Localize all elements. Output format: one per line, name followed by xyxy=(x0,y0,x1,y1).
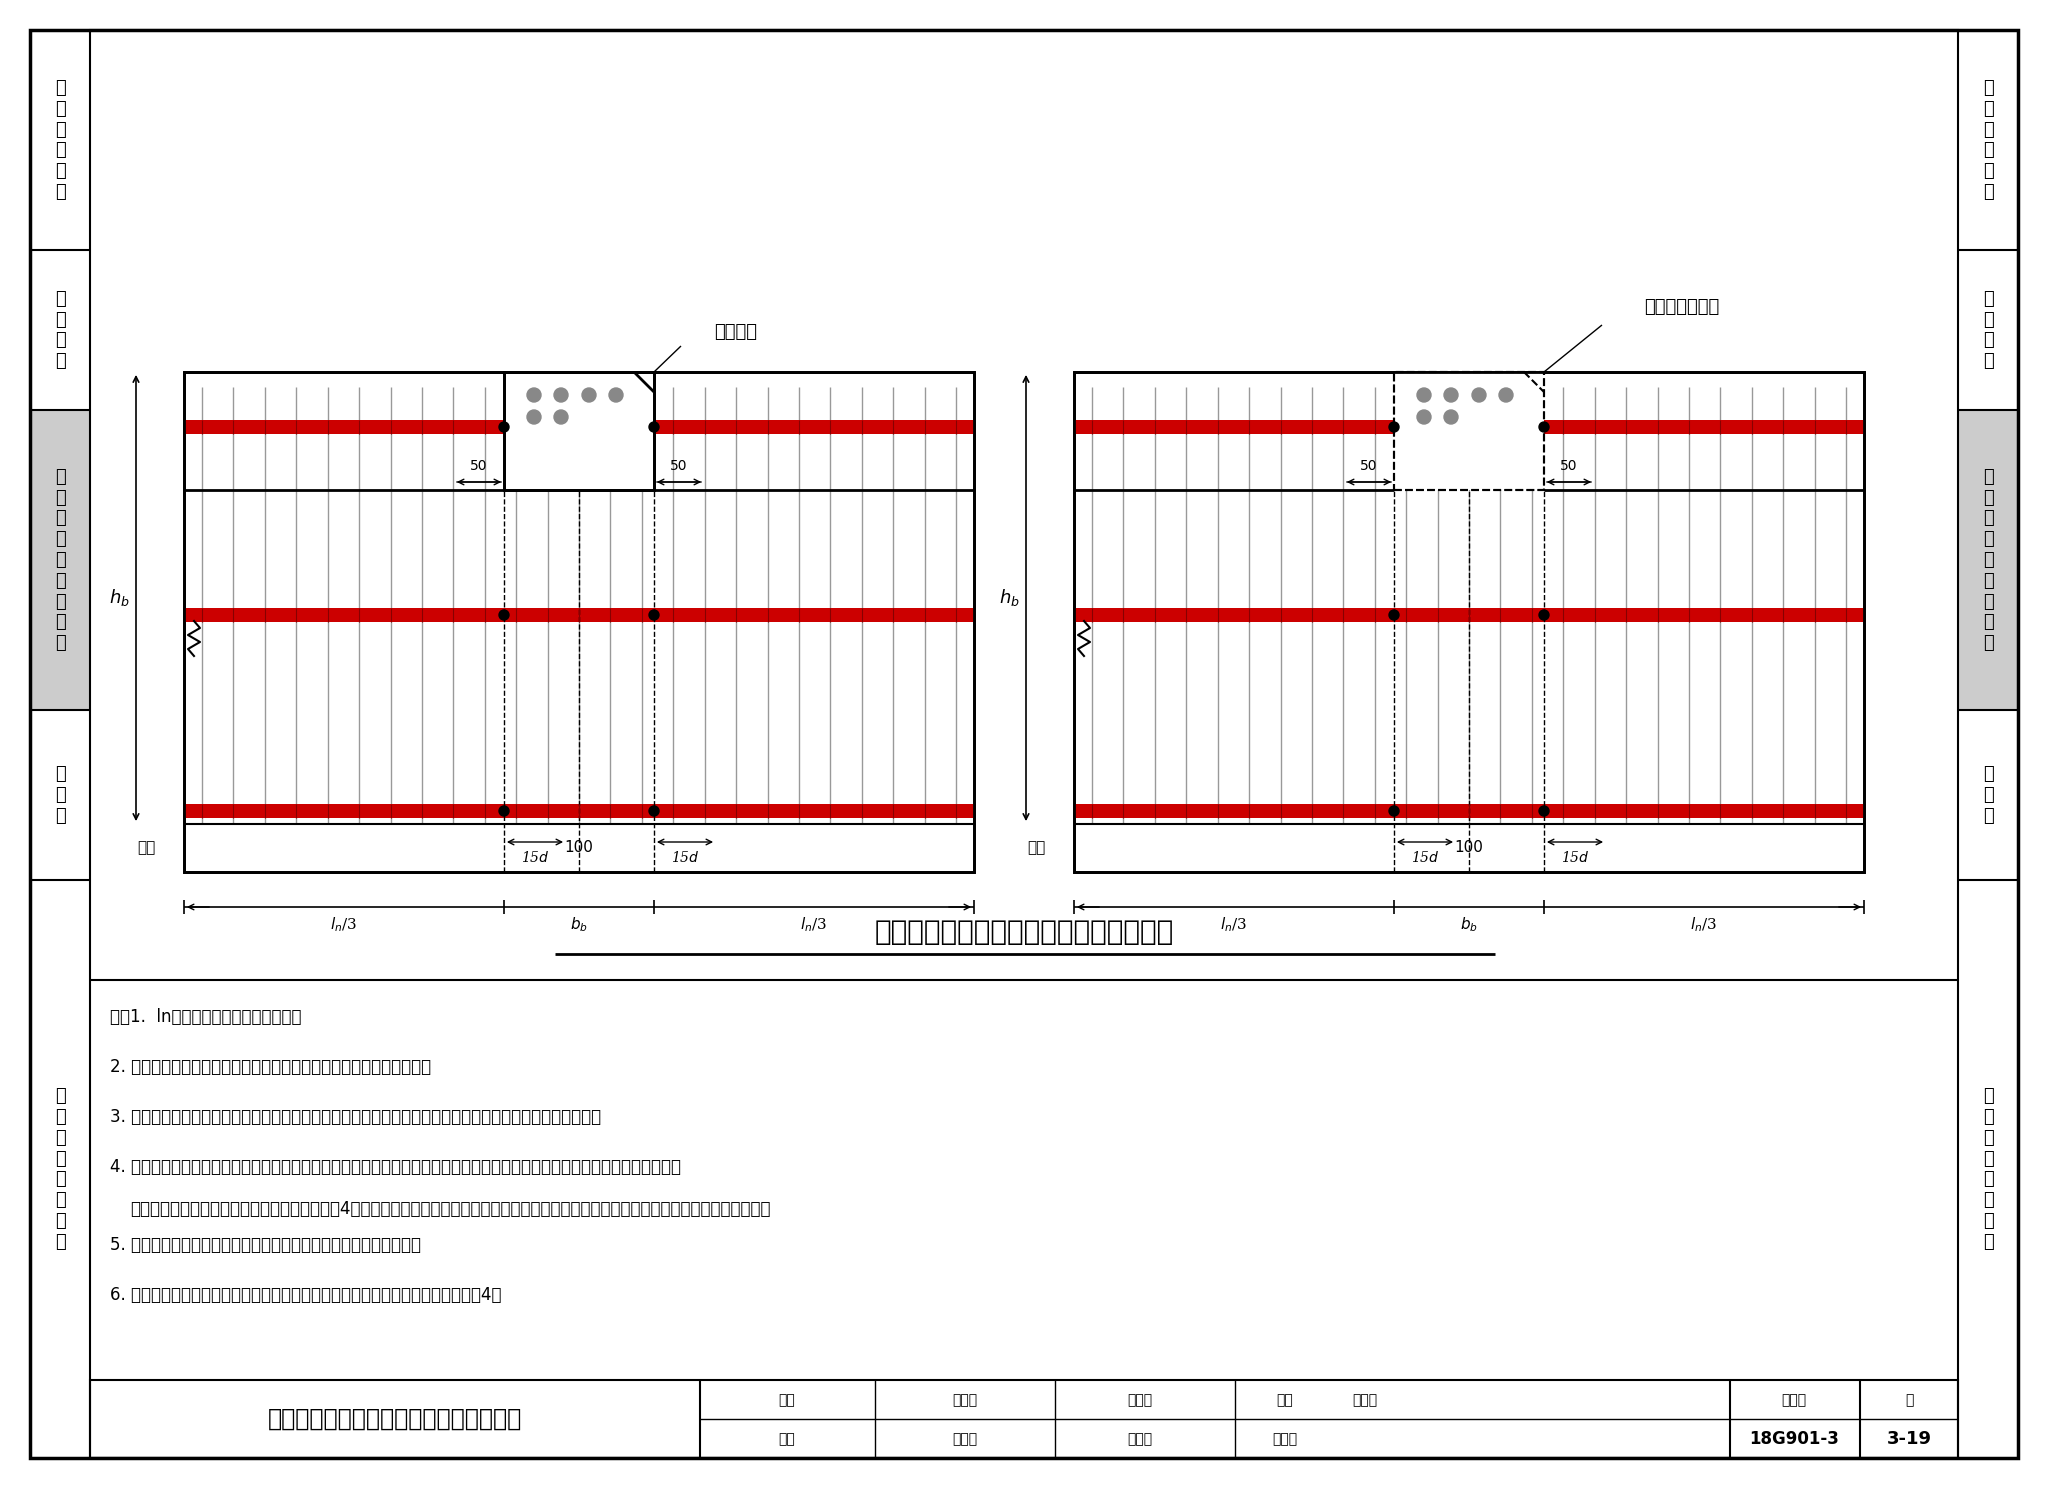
Circle shape xyxy=(500,423,510,432)
Text: 王仁之: 王仁之 xyxy=(1272,1431,1298,1446)
Text: $l_n$/3: $l_n$/3 xyxy=(1221,915,1247,934)
Text: 4. 支座两侧的钢筋应协调配置，当两侧配筋直径相同而根数不同时，应将配筋小的一侧的钢筋全部穿过支座，配筋大的一侧多余: 4. 支座两侧的钢筋应协调配置，当两侧配筋直径相同而根数不同时，应将配筋小的一侧… xyxy=(111,1158,682,1176)
Bar xyxy=(1958,411,2017,710)
Text: 15$d$: 15$d$ xyxy=(1411,850,1440,865)
Circle shape xyxy=(1389,423,1399,432)
Bar xyxy=(184,609,975,622)
Text: 叶名川: 叶名川 xyxy=(1128,1393,1153,1408)
Text: 与
基
础
有
关
的
构
造: 与 基 础 有 关 的 构 造 xyxy=(55,1088,66,1251)
Bar xyxy=(1073,372,1864,872)
Text: 18G901-3: 18G901-3 xyxy=(1749,1430,1839,1448)
Bar xyxy=(1395,372,1544,490)
Bar xyxy=(504,372,653,490)
Text: 一
般
构
造
要
求: 一 般 构 造 要 求 xyxy=(55,79,66,201)
Text: 15$d$: 15$d$ xyxy=(520,850,549,865)
Bar xyxy=(184,804,975,818)
Text: $b_b$: $b_b$ xyxy=(569,915,588,934)
Text: 50: 50 xyxy=(670,458,688,473)
Circle shape xyxy=(1417,411,1432,424)
Text: 垫层: 垫层 xyxy=(1026,841,1044,856)
Circle shape xyxy=(555,388,567,402)
Circle shape xyxy=(1538,806,1548,815)
Text: 图集号: 图集号 xyxy=(1782,1393,1806,1408)
Bar xyxy=(184,420,975,434)
Text: 与
基
础
有
关
的
构
造: 与 基 础 有 关 的 构 造 xyxy=(1982,1088,1993,1251)
Text: 15$d$: 15$d$ xyxy=(672,850,698,865)
Circle shape xyxy=(526,411,541,424)
Text: 桩
基
础: 桩 基 础 xyxy=(55,765,66,824)
Circle shape xyxy=(649,806,659,815)
Circle shape xyxy=(1417,388,1432,402)
Circle shape xyxy=(582,388,596,402)
Text: 的钢筋至少伸至基础主梁对边内侧，锚固长度为4。当基础主梁内长度不能满足时，则将多余钢筋伸至基础主梁对侧梁内，以满足锚固长度要求。: 的钢筋至少伸至基础主梁对边内侧，锚固长度为4。当基础主梁内长度不能满足时，则将多… xyxy=(129,1199,770,1219)
Circle shape xyxy=(1444,411,1458,424)
Circle shape xyxy=(649,423,659,432)
Text: 方导宁: 方导宁 xyxy=(1128,1431,1153,1446)
Text: 赵宇宁: 赵宇宁 xyxy=(952,1431,977,1446)
Text: 页: 页 xyxy=(1905,1393,1913,1408)
Circle shape xyxy=(500,806,510,815)
Circle shape xyxy=(1389,610,1399,620)
Text: 一
般
构
造
要
求: 一 般 构 造 要 求 xyxy=(1982,79,1993,201)
Text: 100: 100 xyxy=(1454,841,1483,856)
Text: 虚线为基础主梁: 虚线为基础主梁 xyxy=(1645,298,1718,315)
Circle shape xyxy=(555,411,567,424)
Text: 条
形
基
础
与
筏
形
基
础: 条 形 基 础 与 筏 形 基 础 xyxy=(1982,467,1993,652)
Text: 15$d$: 15$d$ xyxy=(1561,850,1589,865)
Text: 黄志刚: 黄志刚 xyxy=(952,1393,977,1408)
Text: 垫层: 垫层 xyxy=(137,841,156,856)
Text: 6. 当设计注明基础（次）梁中的侧面钢筋为抗扭钢筋且未贯通施工时，锚固长度为4。: 6. 当设计注明基础（次）梁中的侧面钢筋为抗扭钢筋且未贯通施工时，锚固长度为4。 xyxy=(111,1286,502,1303)
Bar xyxy=(504,372,653,490)
Circle shape xyxy=(526,388,541,402)
Circle shape xyxy=(1499,388,1513,402)
Text: $b_b$: $b_b$ xyxy=(1460,915,1479,934)
Bar xyxy=(184,372,975,872)
Text: 基础次梁支座两侧无高差时钢筋排布构造: 基础次梁支座两侧无高差时钢筋排布构造 xyxy=(268,1408,522,1431)
Text: $h_b$: $h_b$ xyxy=(109,588,129,609)
Text: 3. 当基础（次）梁中间支座两侧的腰筋相同且锚固长度之和不小于支座宽度时，可直接将两侧腰筋贯通支座。: 3. 当基础（次）梁中间支座两侧的腰筋相同且锚固长度之和不小于支座宽度时，可直接… xyxy=(111,1109,602,1126)
Bar xyxy=(184,372,975,872)
Circle shape xyxy=(608,388,623,402)
Text: 注：1.  ln为支座两侧净跨度的较大值。: 注：1. ln为支座两侧净跨度的较大值。 xyxy=(111,1007,301,1027)
Text: 条
形
基
础
与
筏
形
基
础: 条 形 基 础 与 筏 形 基 础 xyxy=(55,467,66,652)
Text: 3-19: 3-19 xyxy=(1886,1430,1931,1448)
Circle shape xyxy=(1473,388,1487,402)
Text: $l_n$/3: $l_n$/3 xyxy=(1690,915,1718,934)
Circle shape xyxy=(500,610,510,620)
Bar xyxy=(1395,372,1544,490)
Circle shape xyxy=(649,610,659,620)
Text: 设计: 设计 xyxy=(1276,1393,1294,1408)
Text: 50: 50 xyxy=(1561,458,1577,473)
Text: 100: 100 xyxy=(565,841,594,856)
Bar xyxy=(1073,372,1864,872)
Text: 独
立
基
础: 独 立 基 础 xyxy=(1982,290,1993,371)
Bar xyxy=(90,1379,1958,1458)
Text: 校对: 校对 xyxy=(778,1431,795,1446)
Text: 王怀元: 王怀元 xyxy=(1352,1393,1378,1408)
Text: 50: 50 xyxy=(471,458,487,473)
Circle shape xyxy=(1444,388,1458,402)
Text: 独
立
基
础: 独 立 基 础 xyxy=(55,290,66,371)
Text: 2. 节点区域内基础主梁的蒙筋设置均应满足本图集中的相关排布构造。: 2. 节点区域内基础主梁的蒙筋设置均应满足本图集中的相关排布构造。 xyxy=(111,1058,432,1076)
Text: 桩
基
础: 桩 基 础 xyxy=(1982,765,1993,824)
Bar xyxy=(1073,420,1864,434)
Text: $h_b$: $h_b$ xyxy=(999,588,1020,609)
Bar xyxy=(1073,609,1864,622)
Circle shape xyxy=(1538,610,1548,620)
Text: 50: 50 xyxy=(1360,458,1378,473)
Text: 基础主梁: 基础主梁 xyxy=(715,323,758,341)
Circle shape xyxy=(1389,806,1399,815)
Text: $l_n$/3: $l_n$/3 xyxy=(801,915,827,934)
Circle shape xyxy=(1538,423,1548,432)
Bar xyxy=(1073,804,1864,818)
Text: $l_n$/3: $l_n$/3 xyxy=(330,915,358,934)
Text: 审核: 审核 xyxy=(778,1393,795,1408)
Bar xyxy=(31,411,90,710)
Text: 5. 基础（次）梁相交处的交叉钢筋的位置关系，应按具体设计说明。: 5. 基础（次）梁相交处的交叉钢筋的位置关系，应按具体设计说明。 xyxy=(111,1237,422,1254)
Text: 基础次梁支座两侧无高差时钢筋排布构造: 基础次梁支座两侧无高差时钢筋排布构造 xyxy=(874,918,1174,946)
